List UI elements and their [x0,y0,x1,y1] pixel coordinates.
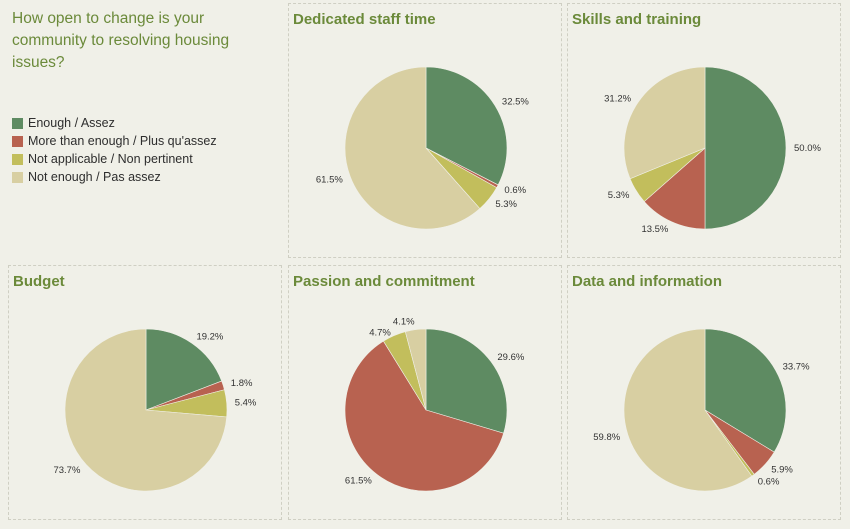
data-label: 4.1% [393,317,415,328]
legend-panel: How open to change is your community to … [0,0,284,258]
legend-label: More than enough / Plus qu'assez [28,134,217,148]
pie-chart: 29.6% 61.5% 4.7%4.1% [344,317,525,492]
legend-swatch [12,135,23,147]
chart-title: Skills and training [572,11,702,28]
legend-label: Not applicable / Non pertinent [28,152,193,166]
legend-item-enough[interactable]: Enough / Assez [12,114,217,132]
data-label: 50.0% [794,143,821,154]
pie-slice-enough-assez[interactable] [704,66,787,230]
pie-slice-not-enough-pas-assez[interactable] [623,66,706,180]
pie-chart: 50.0% 13.5% 5.3% 31.2% [604,66,821,235]
pie-slice-enough-assez[interactable] [425,328,508,434]
data-label: 32.5% [502,97,529,108]
data-label: 59.8% [593,432,620,443]
pie-slice-more-than-enough-plus-qu-assez[interactable] [643,147,706,230]
data-label: 5.3% [608,190,630,201]
data-label: 5.4% [235,398,257,409]
data-label: 29.6% [497,352,524,363]
chart-title: Data and information [572,273,723,290]
data-label: 61.5% [345,476,372,487]
chart-panel-passion-and-commitment: Passion and commitment 29.6% 61.5% 4.7% 4.1… [288,265,562,520]
legend-label: Not enough / Pas assez [28,170,161,184]
data-label: 5.3% [495,199,517,210]
legend-item-more-than-enough[interactable]: More than enough / Plus qu'assez [12,132,217,150]
data-label: 0.6% [758,477,780,488]
data-label: 31.2% [604,93,631,104]
pie-slice-enough-assez[interactable] [704,328,787,453]
data-label: 19.2% [196,332,223,343]
pie-chart: 19.2% 1.8% 5.4% 73.7% [53,328,257,492]
legend: Enough / Assez More than enough / Plus q… [12,114,217,186]
legend-label: Enough / Assez [28,116,115,130]
legend-swatch [12,171,23,183]
pie-chart: 32.5% 0.6% 5.3% 61.5% [316,66,529,230]
page-title: How open to change is your community to … [12,10,230,71]
chart-title: Dedicated staff time [293,11,436,28]
chart-panel-budget: Budget 19.2% 1.8% 5.4% 73.7% [8,265,282,520]
data-label: 61.5% [316,175,343,186]
chart-panel-data-and-information: Data and information 33.7% 5.9% 0.6% 59.8% [567,265,841,520]
pie-slice-more-than-enough-plus-qu-assez[interactable] [344,340,504,492]
data-label: 13.5% [641,224,668,235]
data-label: 73.7% [53,465,80,476]
chart-title: Passion and commitment [293,273,475,290]
chart-title: Budget [13,273,65,290]
data-label: 1.8% [231,378,253,389]
legend-swatch [12,153,23,165]
pie-slice-not-enough-pas-assez[interactable] [64,328,228,492]
pie-slice-enough-assez[interactable] [145,328,223,411]
data-label: 33.7% [783,361,810,372]
legend-swatch [12,117,23,129]
pie-slice-not-enough-pas-assez[interactable] [404,328,427,411]
chart-panel-skills-and-training: Skills and training 50.0% 13.5% 5.3% 31.2% [567,3,841,258]
legend-item-not-enough[interactable]: Not enough / Pas assez [12,168,217,186]
data-label: 5.9% [771,464,793,475]
data-label: 0.6% [504,185,526,196]
pie-chart: 33.7% 5.9% 0.6% 59.8% [593,328,810,492]
data-label: 4.7% [369,328,391,339]
pie-slice-enough-assez[interactable] [425,66,508,186]
pie-slice-not-enough-pas-assez[interactable] [344,66,481,230]
chart-panel-dedicated-staff-time: Dedicated staff time 32.5% 0.6% 5.3% 61.5% [288,3,562,258]
pie-slice-not-enough-pas-assez[interactable] [623,328,753,492]
legend-item-not-applicable[interactable]: Not applicable / Non pertinent [12,150,217,168]
